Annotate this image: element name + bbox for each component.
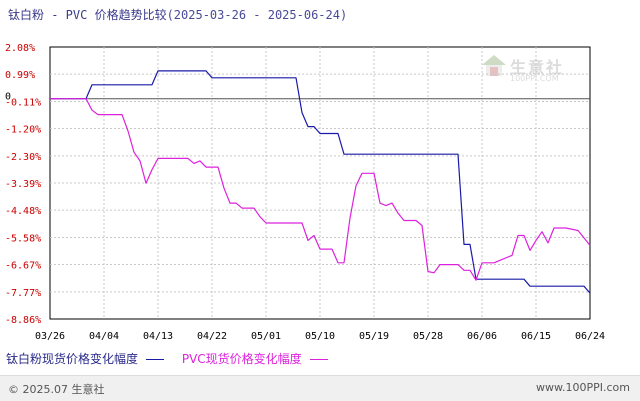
x-tick-label: 04/13 xyxy=(143,331,173,342)
y-tick-label: -7.77% xyxy=(5,288,41,299)
y-tick-label: -2.30% xyxy=(5,152,41,163)
y-tick-label: -0.11% xyxy=(5,97,41,108)
y-tick-label: 2.08% xyxy=(5,43,35,54)
legend-label-series-2: PVC现货价格变化幅度 xyxy=(181,352,302,366)
y-tick-label: -6.67% xyxy=(5,261,41,272)
y-tick-label: -4.48% xyxy=(5,206,41,217)
y-tick-label: -8.86% xyxy=(5,315,41,326)
footer-copyright: © 2025.07 生意社 xyxy=(8,383,105,396)
x-tick-label: 04/04 xyxy=(89,331,119,342)
footer-bar: © 2025.07 生意社 www.100PPI.com xyxy=(0,375,640,401)
chart-title-text: 钛白粉 - PVC 价格趋势比较 xyxy=(8,8,167,22)
watermark-url: 100PPI.COM xyxy=(510,74,559,83)
series-line-2 xyxy=(50,98,591,281)
house-icon xyxy=(482,55,506,76)
x-tick-label: 05/28 xyxy=(413,331,443,342)
x-tick-label: 03/26 xyxy=(35,331,65,342)
x-tick-label: 04/22 xyxy=(197,331,227,342)
series-line-1 xyxy=(50,70,591,294)
legend-swatch-series-2 xyxy=(309,359,328,360)
x-tick-label: 06/06 xyxy=(467,331,497,342)
y-tick-label: -5.58% xyxy=(5,233,41,244)
chart-legend: 钛白粉现货价格变化幅度 PVC现货价格变化幅度 xyxy=(6,350,342,367)
legend-item-series-1: 钛白粉现货价格变化幅度 xyxy=(6,350,172,367)
y-tick-label: -1.20% xyxy=(5,125,41,136)
legend-swatch-series-1 xyxy=(146,359,165,360)
zero-label: 0 xyxy=(5,92,11,103)
y-tick-label: 0.99% xyxy=(5,70,35,81)
line-chart: 2.08% 0.99% -0.11% -1.20% -2.30% -3.39% -4.48%… xyxy=(5,43,605,342)
x-tick-label: 06/24 xyxy=(575,331,605,342)
legend-label-series-1: 钛白粉现货价格变化幅度 xyxy=(6,352,139,366)
chart-title: 钛白粉 - PVC 价格趋势比较(2025-03-26 - 2025-06-24… xyxy=(8,6,347,23)
x-tick-label: 06/15 xyxy=(521,331,551,342)
chart-date-range: (2025-03-26 - 2025-06-24) xyxy=(166,8,348,22)
x-tick-label: 05/01 xyxy=(251,331,281,342)
footer-site-link[interactable]: www.100PPI.com xyxy=(536,381,630,394)
x-tick-label: 05/19 xyxy=(359,331,389,342)
x-tick-label: 05/10 xyxy=(305,331,335,342)
y-tick-label: -3.39% xyxy=(5,179,41,190)
legend-item-series-2: PVC现货价格变化幅度 xyxy=(182,350,336,367)
